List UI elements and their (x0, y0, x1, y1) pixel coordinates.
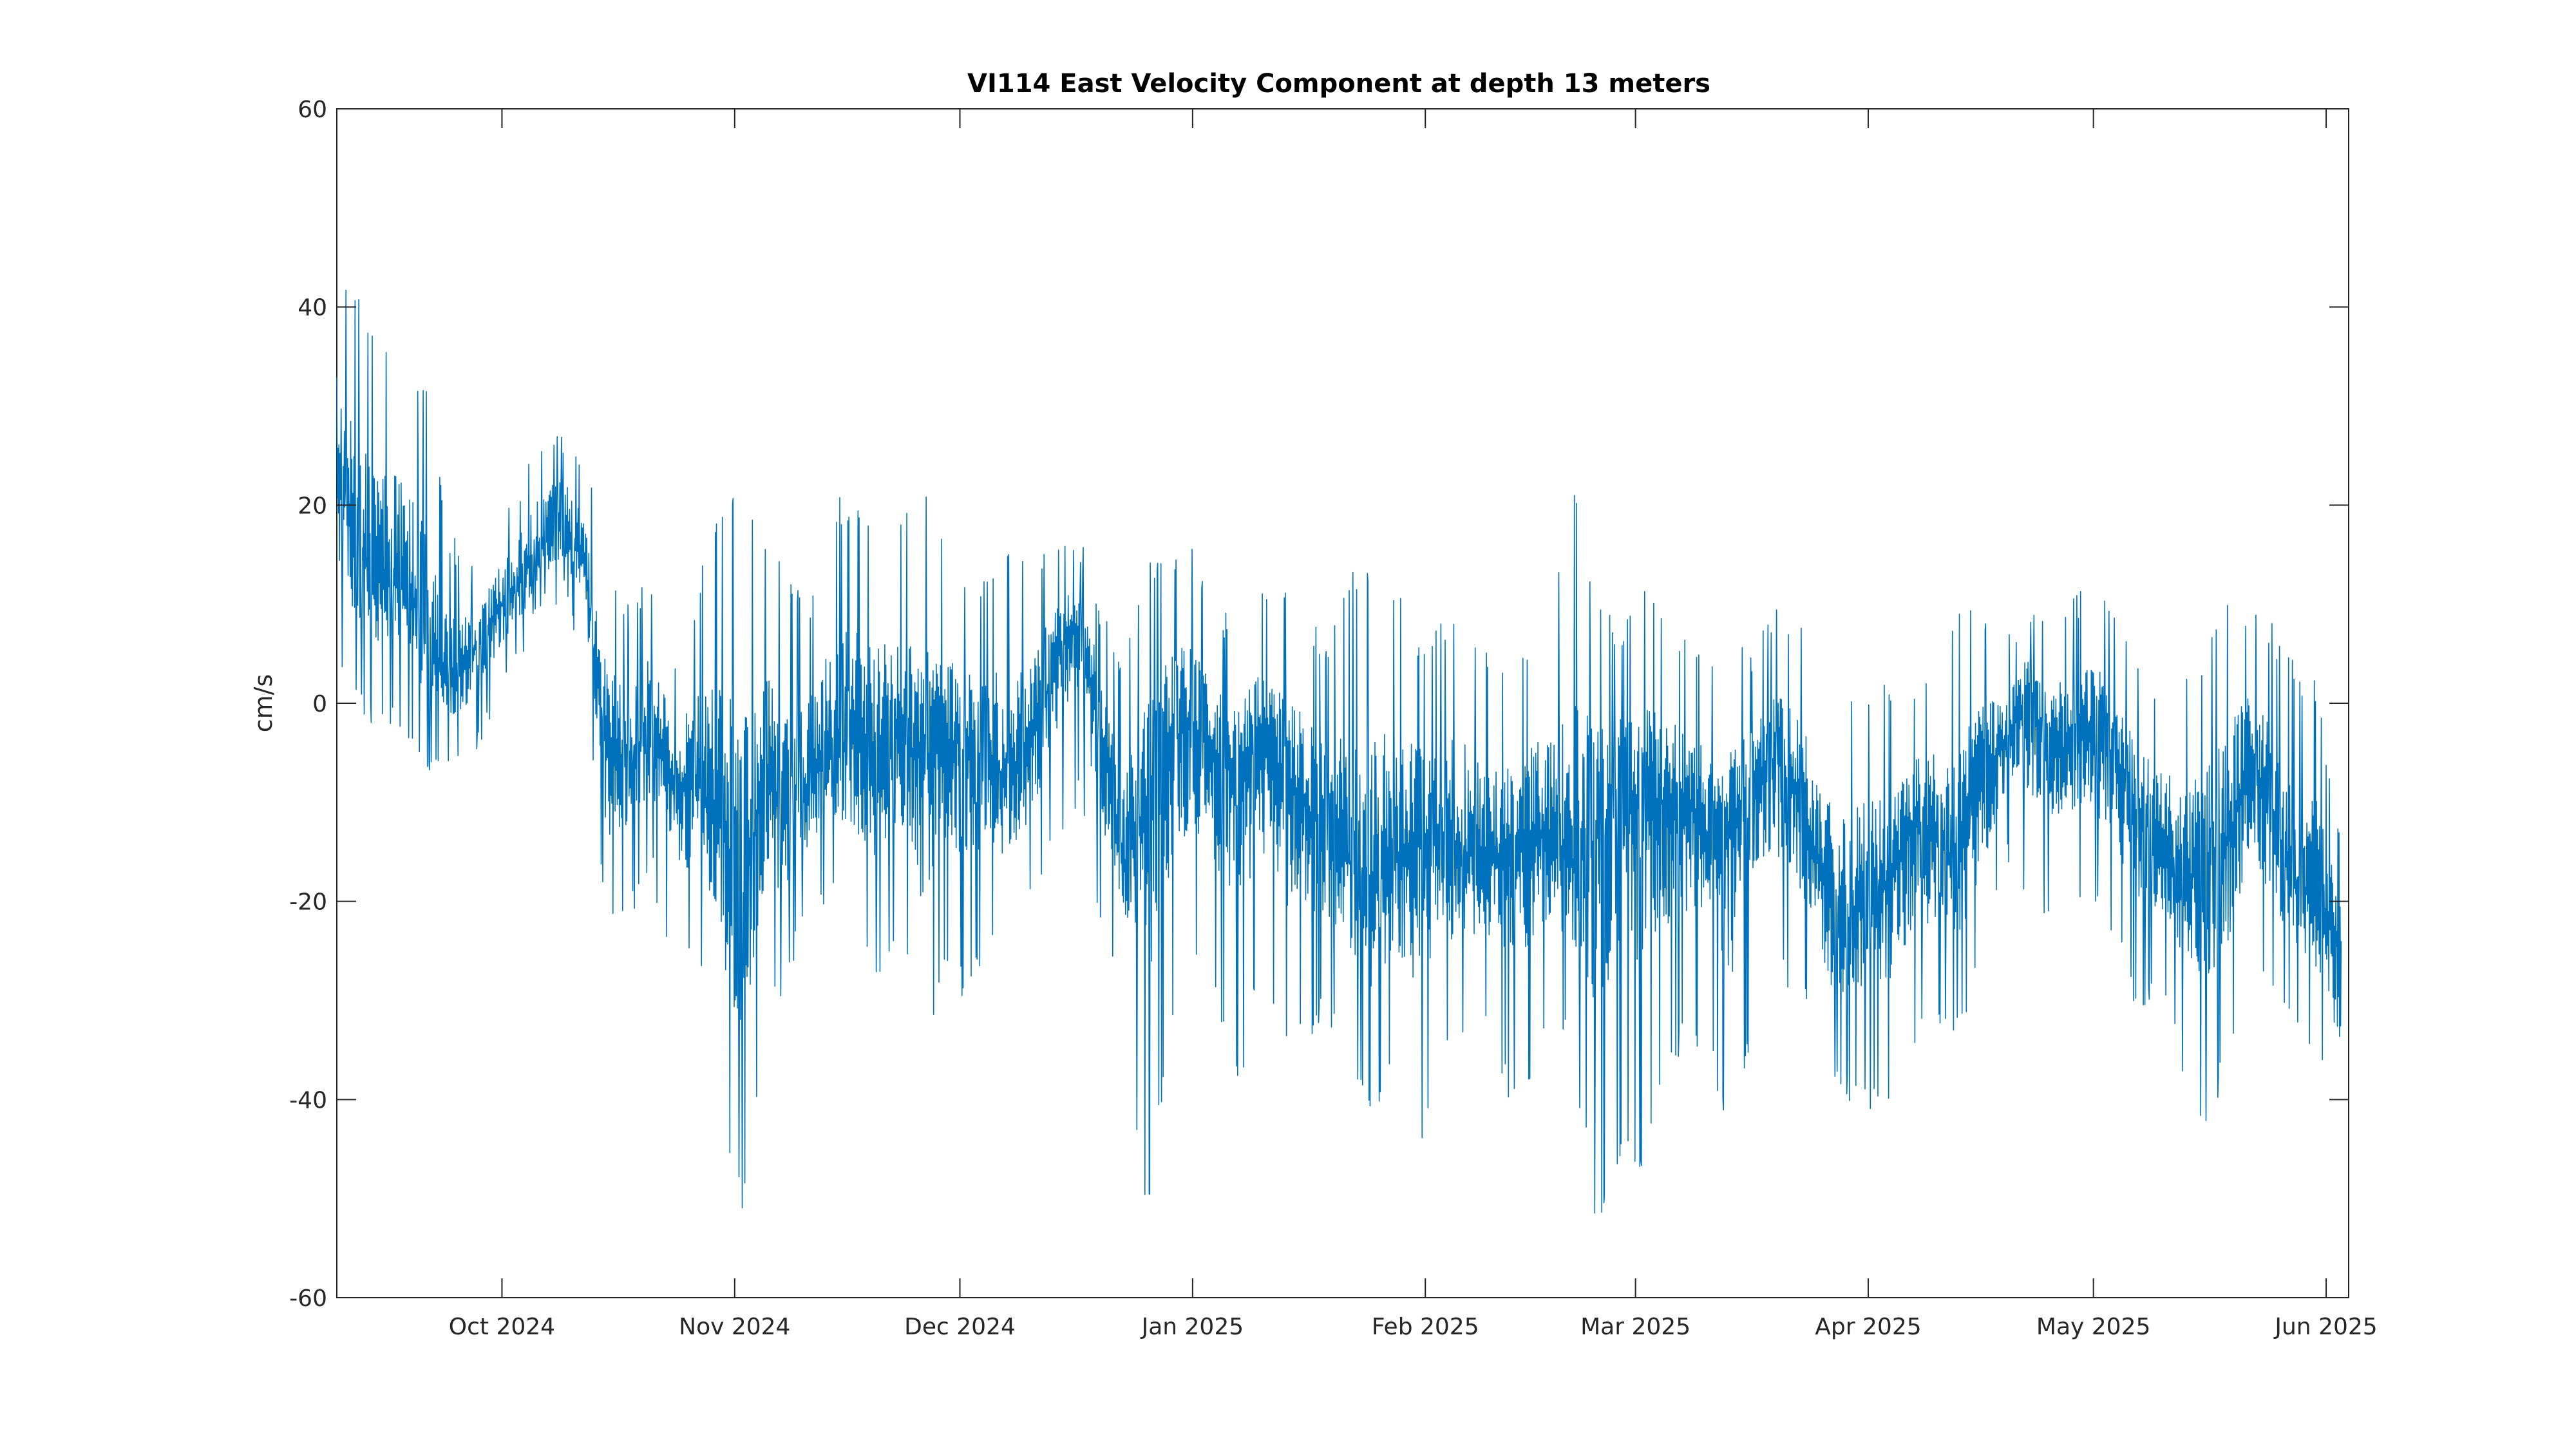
y-tick-labels: 60 40 20 0 -20 -40 -60 (289, 97, 327, 1312)
y-tick-label: 0 (312, 691, 327, 717)
x-tick-label: Feb 2025 (1372, 1314, 1479, 1340)
x-tick-label: Mar 2025 (1580, 1314, 1690, 1340)
series-line (336, 289, 2342, 1214)
y-tick-label: 20 (298, 493, 327, 519)
x-tick-label: Nov 2024 (679, 1314, 790, 1340)
y-tick-label: -20 (289, 889, 327, 916)
x-tick-label: Dec 2024 (904, 1314, 1016, 1340)
chart-title: VI114 East Velocity Component at depth 1… (967, 69, 1710, 99)
x-tick-label: Apr 2025 (1815, 1314, 1921, 1340)
x-tick-label: Oct 2024 (449, 1314, 555, 1340)
series-layer (336, 289, 2342, 1214)
y-axis-label: cm/s (249, 674, 278, 733)
x-tick-label: Jun 2025 (2273, 1314, 2377, 1340)
y-tick-label: -40 (289, 1087, 327, 1113)
y-tick-label: 60 (298, 97, 327, 123)
plot-area-frame (336, 108, 2349, 1298)
x-tick-label: May 2025 (2036, 1314, 2151, 1340)
x-tick-label: Jan 2025 (1141, 1314, 1244, 1340)
x-tick-labels: Oct 2024 Nov 2024 Dec 2024 Jan 2025 Feb 2025… (449, 1314, 2378, 1340)
y-tick-label: 40 (298, 295, 327, 321)
ticks-layer (337, 108, 2349, 1298)
y-tick-label: -60 (289, 1285, 327, 1312)
